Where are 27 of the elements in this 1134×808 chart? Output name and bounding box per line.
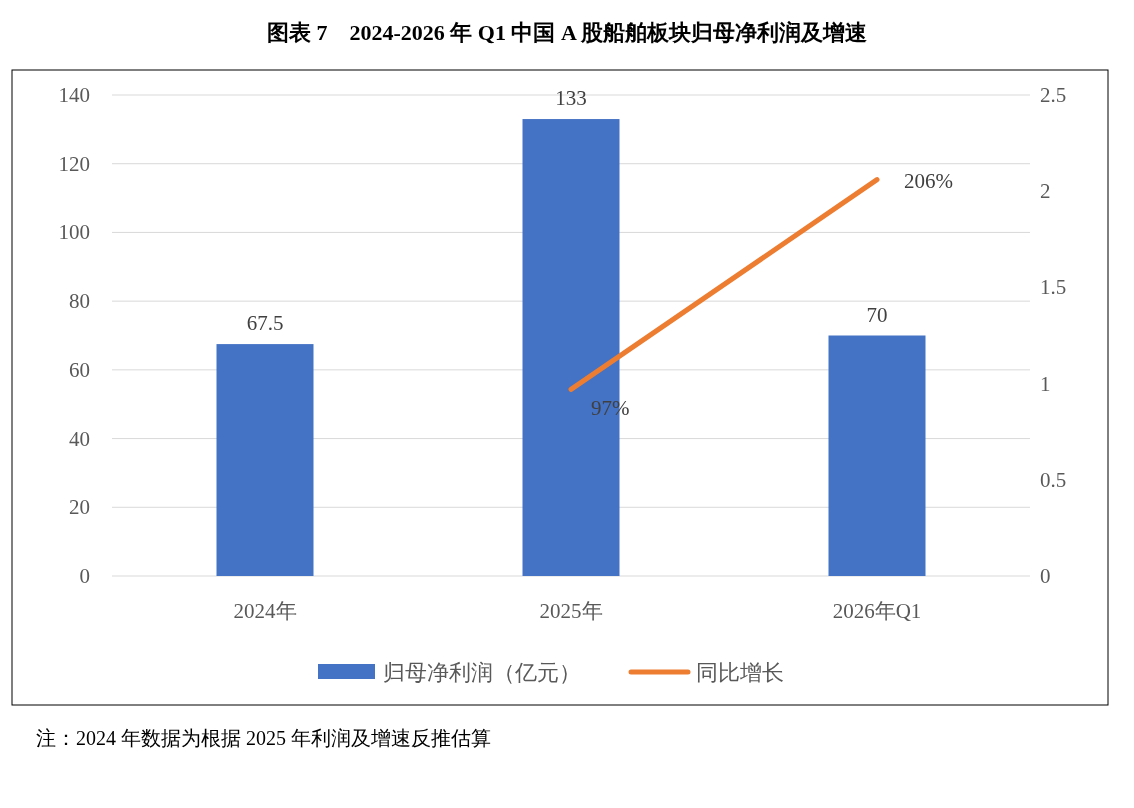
y2-tick-label: 1 <box>1040 371 1051 396</box>
data-label: 70 <box>866 302 888 327</box>
y2-tick-label: 0 <box>1040 564 1051 588</box>
y-tick-label: 0 <box>79 564 90 588</box>
y2-tick-label: 1.5 <box>1040 275 1067 300</box>
text: 注：2024 年数据为根据 2025 年利润及增速反推估算 <box>36 727 491 749</box>
y-tick-label: 60 <box>69 357 90 382</box>
y-tick-label: 140 <box>58 83 90 107</box>
y-tick-label: 100 <box>58 220 90 245</box>
x-tick-label: 2025年 <box>539 599 603 623</box>
bar <box>828 335 926 576</box>
chart-title: 图表 7 2024-2026 年 Q1 中国 A 股船舶板块归母净利润及增速 <box>266 20 868 45</box>
legend-label: 归母净利润（亿元） <box>383 660 581 685</box>
legend-label: 同比增长 <box>696 660 784 685</box>
data-label: 133 <box>555 86 587 111</box>
x-tick-label: 2024年 <box>233 599 297 623</box>
y-tick-label: 20 <box>69 495 90 520</box>
y-tick-label: 120 <box>58 151 90 176</box>
y2-tick-label: 2 <box>1040 179 1051 204</box>
bar <box>216 344 314 576</box>
y-tick-label: 80 <box>69 289 90 314</box>
y2-tick-label: 2.5 <box>1040 83 1067 107</box>
data-label: 206% <box>904 168 953 193</box>
y-tick-label: 40 <box>69 426 90 451</box>
data-label: 67.5 <box>246 311 284 336</box>
x-tick-label: 2026年Q1 <box>832 599 922 623</box>
y2-tick-label: 0.5 <box>1040 467 1067 492</box>
